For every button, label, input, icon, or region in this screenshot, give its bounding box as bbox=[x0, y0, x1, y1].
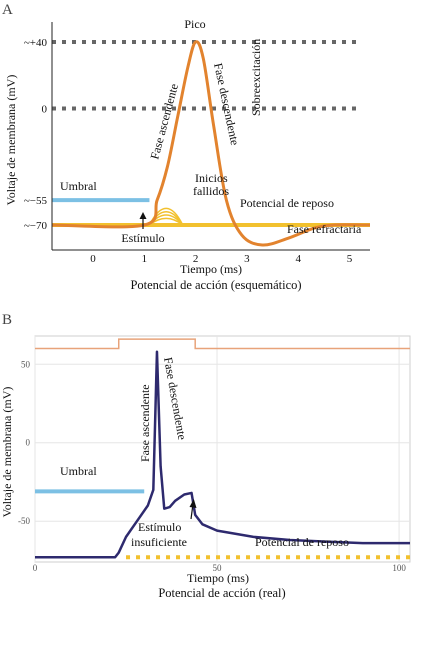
panel-a-caption: Potencial de acción (esquemático) bbox=[130, 278, 301, 292]
panel-a: A ~+40 0 ~−55 ~−70 0 1 2 3 4 5 Voltaje de membran… bbox=[2, 2, 371, 292]
x-tick-label: 100 bbox=[392, 563, 406, 573]
panel-b-plot-frame bbox=[34, 335, 411, 563]
x-tick-label: 0 bbox=[90, 253, 96, 265]
panel-a-x-axis-title: Tiempo (ms) bbox=[180, 262, 242, 276]
annotation-peak: Pico bbox=[184, 17, 205, 31]
y-tick-label: 0 bbox=[26, 438, 31, 448]
annotation-stimulus-b-line1: Estímulo bbox=[138, 520, 181, 534]
annotation-failed-line2: fallidos bbox=[193, 184, 229, 198]
panel-b-caption: Potencial de acción (real) bbox=[158, 586, 285, 600]
y-tick-label: -50 bbox=[18, 516, 30, 526]
panel-b-marks bbox=[35, 338, 410, 560]
panel-b-y-axis-title: Voltaje de membrana (mV) bbox=[0, 387, 14, 518]
y-tick-label: 0 bbox=[42, 104, 48, 116]
y-tick-label: ~+40 bbox=[24, 37, 48, 49]
y-tick-label: ~−55 bbox=[24, 195, 48, 207]
x-tick-label: 0 bbox=[33, 563, 38, 573]
annotation-rising-phase-b: Fase ascendente bbox=[138, 384, 152, 462]
stimulus-trace bbox=[35, 338, 410, 350]
x-tick-label: 4 bbox=[295, 253, 301, 265]
annotation-failed-line1: Inicios bbox=[195, 171, 228, 185]
x-tick-label: 3 bbox=[244, 253, 250, 265]
annotation-falling-phase-b: Fase descendente bbox=[161, 356, 189, 441]
x-tick-label: 5 bbox=[347, 253, 353, 265]
stimulus-arrow-b bbox=[189, 499, 197, 520]
x-tick-label: 50 bbox=[213, 563, 223, 573]
annotation-threshold-b: Umbral bbox=[60, 464, 97, 478]
panel-a-reference-lines bbox=[52, 39, 370, 228]
panel-b-ticks: 0 50 100 50 0 -50 bbox=[18, 359, 406, 573]
panel-a-y-axis-title: Voltaje de membrana (mV) bbox=[4, 75, 18, 206]
panel-a-ticks: ~+40 0 ~−55 ~−70 0 1 2 3 4 5 bbox=[24, 37, 353, 265]
y-tick-label: 50 bbox=[21, 359, 31, 369]
panel-a-marks bbox=[51, 40, 371, 247]
annotation-stimulus-b-line2: insuficiente bbox=[131, 535, 187, 549]
panel-b-letter: B bbox=[2, 312, 12, 328]
annotation-threshold-a: Umbral bbox=[60, 179, 97, 193]
annotation-stimulus-a: Estímulo bbox=[121, 231, 164, 245]
annotation-refractory: Fase refractaria bbox=[287, 222, 362, 236]
panel-b-x-axis-title: Tiempo (ms) bbox=[187, 571, 249, 585]
panel-b-grid bbox=[34, 336, 410, 562]
panel-a-letter: A bbox=[2, 2, 13, 18]
action-potential-curve bbox=[51, 40, 371, 247]
x-tick-label: 1 bbox=[142, 253, 148, 265]
annotation-overshoot: Sobreexcitación bbox=[249, 39, 263, 116]
annotation-resting-b: Potencial de reposo bbox=[255, 535, 349, 549]
x-tick-label: 2 bbox=[193, 253, 199, 265]
stimulus-arrow-a bbox=[139, 212, 147, 229]
y-tick-label: ~−70 bbox=[24, 220, 48, 232]
annotation-resting-a: Potencial de reposo bbox=[240, 196, 334, 210]
membrane-potential-curve bbox=[35, 350, 410, 559]
